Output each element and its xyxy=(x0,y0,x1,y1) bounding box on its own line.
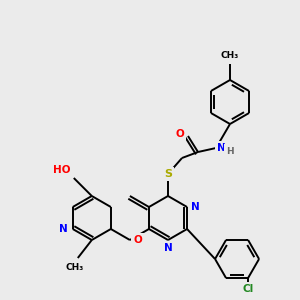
Text: N: N xyxy=(59,224,68,234)
Text: O: O xyxy=(134,235,142,245)
Text: N: N xyxy=(217,143,225,153)
Text: H: H xyxy=(226,146,234,155)
Text: Cl: Cl xyxy=(242,284,254,294)
Text: O: O xyxy=(176,129,184,139)
Text: N: N xyxy=(164,243,172,253)
Text: S: S xyxy=(164,169,172,179)
Text: HO: HO xyxy=(53,165,70,175)
Text: CH₃: CH₃ xyxy=(221,50,239,59)
Text: N: N xyxy=(191,202,200,212)
Text: CH₃: CH₃ xyxy=(66,262,84,272)
